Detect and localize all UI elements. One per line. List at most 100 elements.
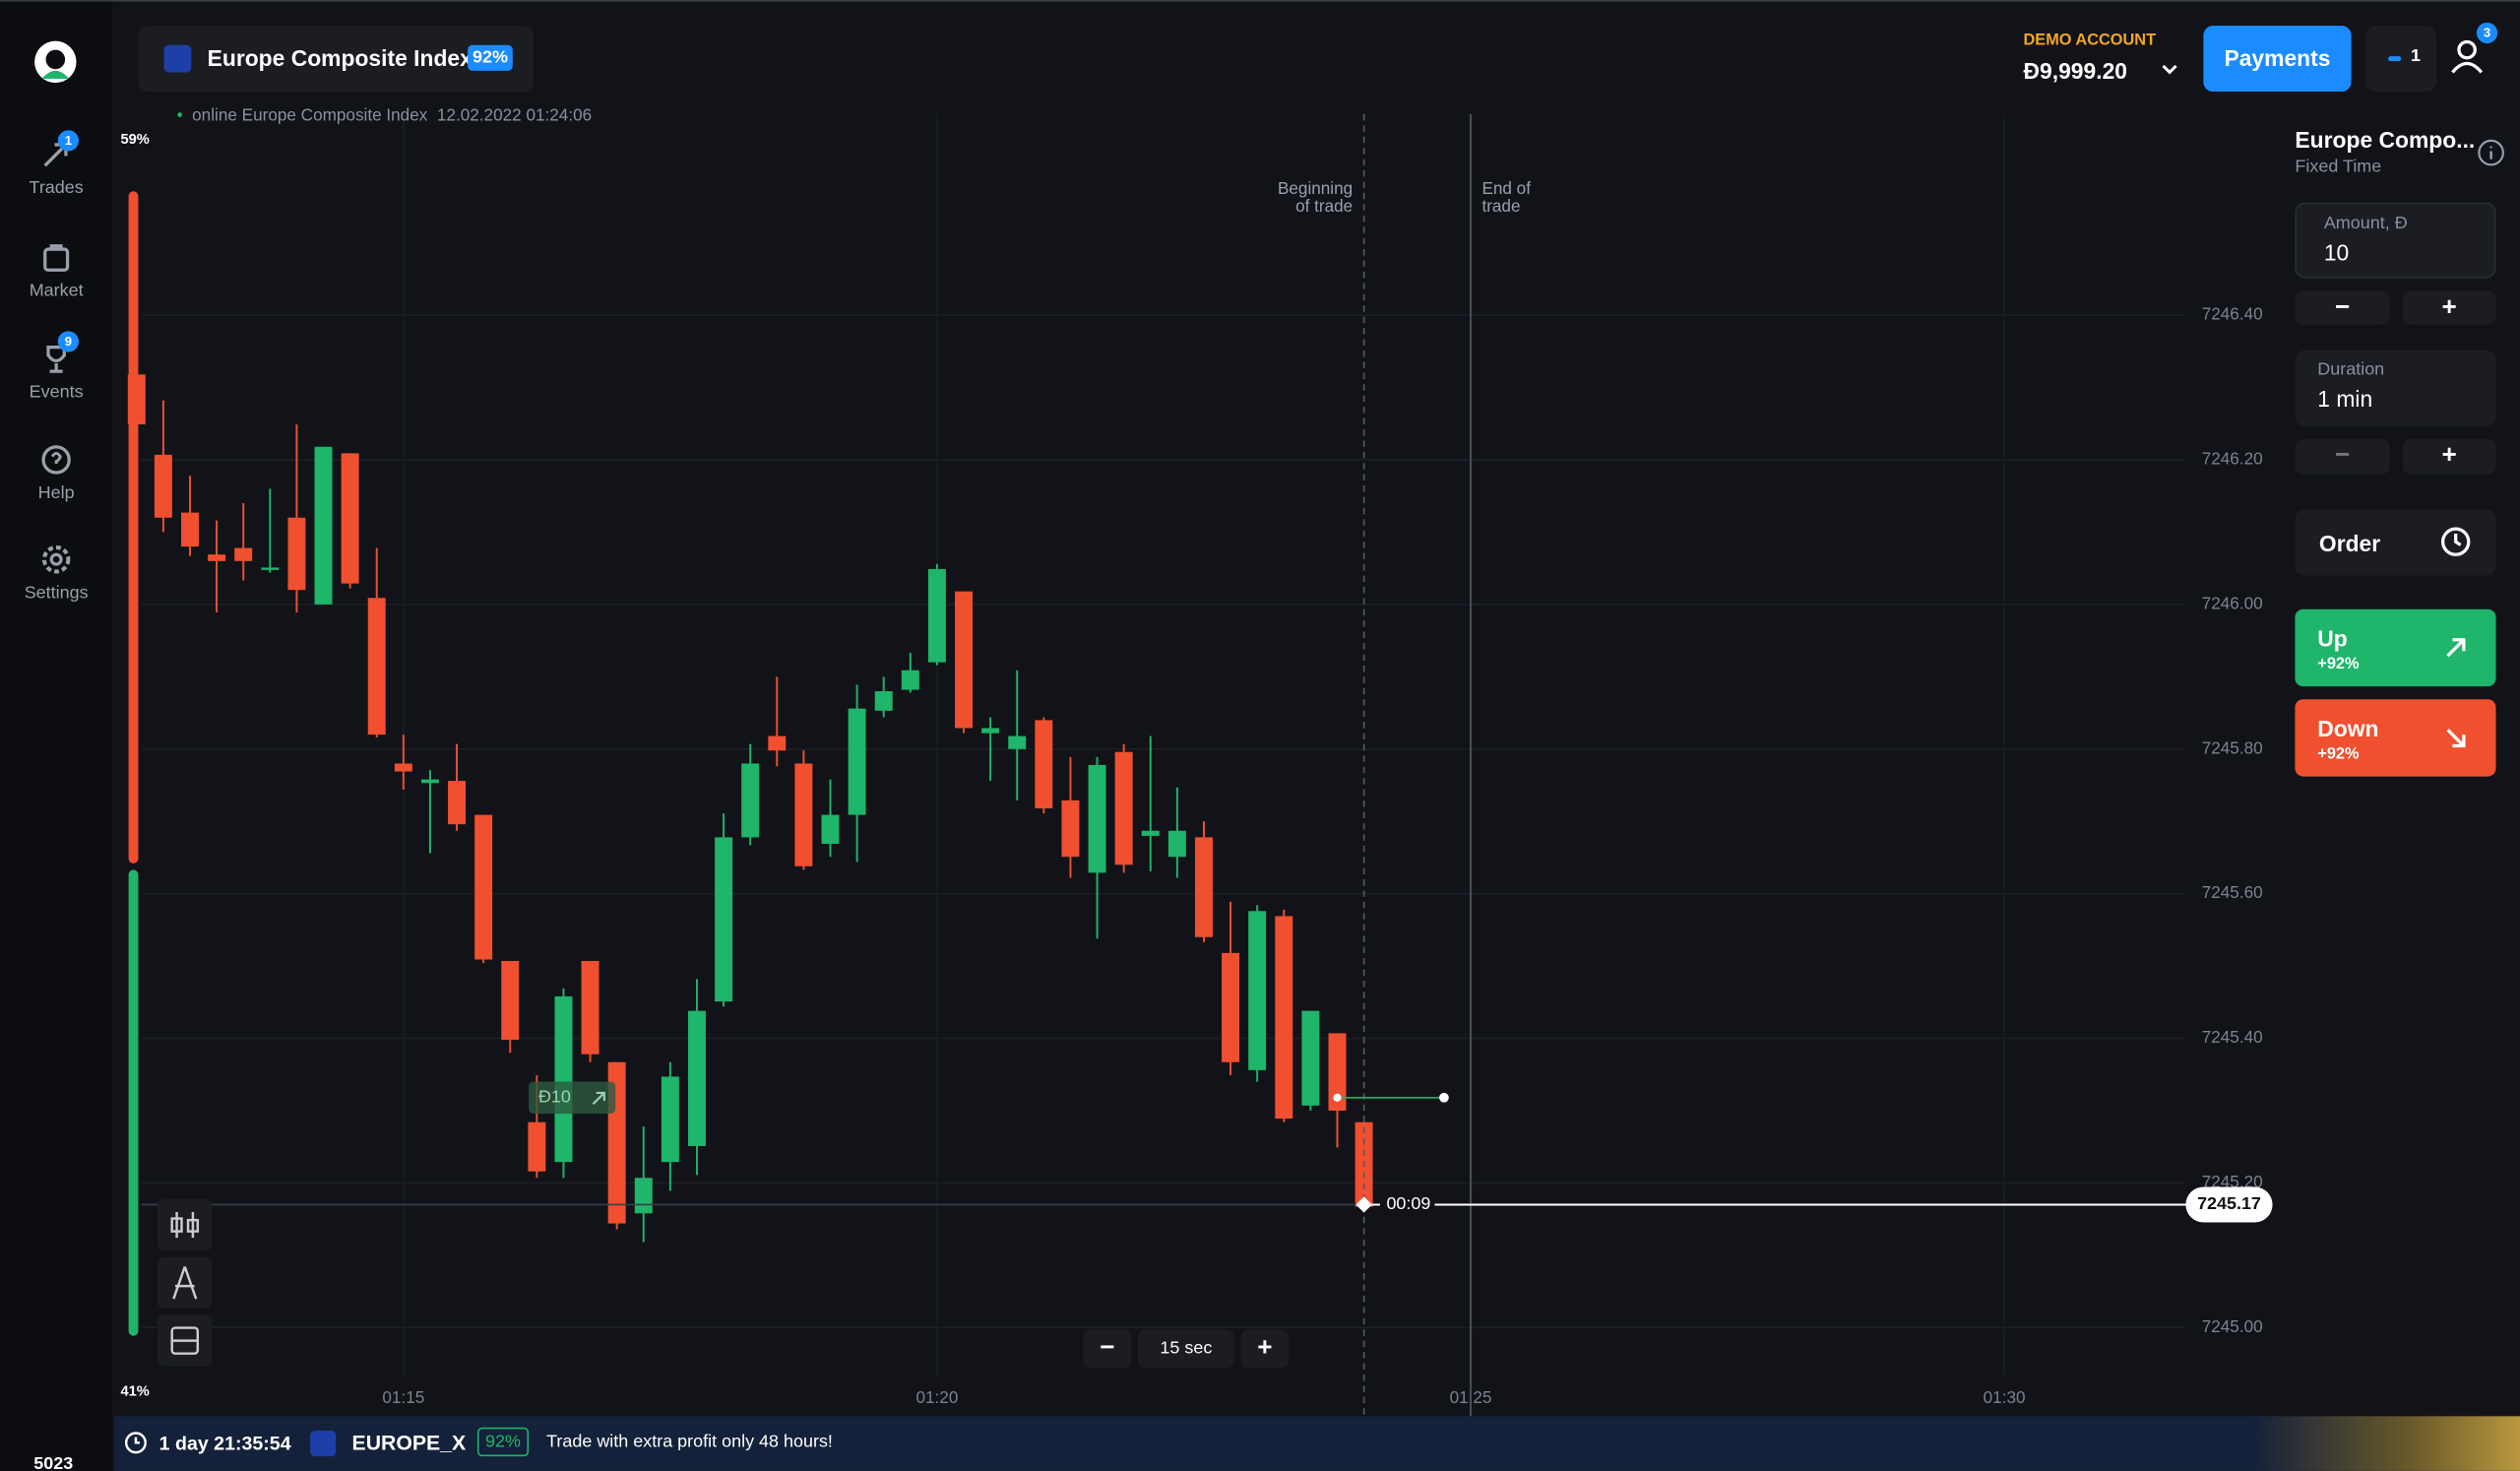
sentiment-label: 59% [120, 132, 149, 148]
up-arrow [2446, 638, 2466, 658]
up-button[interactable]: Up +92% [2295, 608, 2496, 687]
drawing-tool[interactable] [158, 1256, 213, 1309]
nav-market[interactable]: Market [0, 239, 112, 300]
nav-label: Settings [24, 583, 89, 604]
asset-name: Europe Composite Index [207, 44, 472, 71]
duration-minus[interactable]: − [2295, 438, 2390, 475]
nav-trades[interactable]: Trades 1 [0, 130, 112, 198]
candle-body [554, 995, 573, 1163]
amount-label: Amount, Đ [2323, 214, 2408, 233]
nav-help[interactable]: Help [0, 442, 112, 503]
user-id: 5023 [33, 1454, 74, 1471]
amount-value: 10 [2323, 239, 2350, 266]
y-tick-label: 7246.00 [2202, 593, 2263, 612]
trade-dot [1333, 1093, 1342, 1102]
candle-body [234, 547, 253, 561]
trade-dot [1439, 1092, 1449, 1103]
candle-body [768, 736, 787, 751]
chart-tools [158, 1198, 213, 1370]
amount-minus[interactable]: − [2295, 290, 2390, 325]
zoom-in[interactable]: + [1240, 1329, 1290, 1369]
sidebar: Trades 1 Market Events 9 Help Settings 502… [0, 1, 113, 1471]
candle-body [1222, 952, 1240, 1062]
zoom-out[interactable]: − [1083, 1329, 1132, 1369]
candle-body [661, 1076, 679, 1163]
y-tick-label: 7246.40 [2202, 304, 2263, 324]
balance-chevron[interactable] [2159, 59, 2181, 79]
candle-body [394, 763, 412, 772]
promo-symbol: EUROPE_X [351, 1431, 467, 1455]
candle-body [955, 591, 974, 729]
candle-body [287, 517, 306, 591]
nav-settings[interactable]: Settings [0, 542, 112, 603]
duration-plus[interactable]: + [2402, 438, 2496, 475]
order-button[interactable]: Order [2295, 509, 2496, 576]
candle-body [1248, 911, 1267, 1070]
candle-body [1275, 916, 1293, 1119]
countdown: 00:09 [1386, 1193, 1430, 1213]
y-tick-label: 7245.00 [2202, 1316, 2263, 1336]
candle-body [261, 567, 280, 570]
open-trades-icon [2388, 56, 2402, 62]
candle-body [1141, 830, 1160, 836]
candle-body [181, 512, 199, 547]
indicator-tool[interactable] [158, 1314, 213, 1367]
profile-icon[interactable] [2449, 38, 2485, 74]
candle-body [1114, 751, 1133, 865]
timer-icon [124, 1432, 147, 1454]
current-price-label: 7245.17 [2197, 1193, 2261, 1213]
candle-body [1194, 837, 1213, 937]
trade-window-label: Beginning [1278, 178, 1353, 198]
logo[interactable] [33, 40, 77, 84]
duration-field[interactable]: Duration 1 min [2295, 350, 2496, 426]
trade-window-label: of trade [1295, 196, 1353, 216]
promo-timer: 1 day 21:35:54 [158, 1432, 291, 1455]
candle-body [741, 763, 760, 838]
x-tick-label: 01:15 [382, 1387, 424, 1407]
candle-body [634, 1178, 653, 1214]
chart-type-tool[interactable] [158, 1198, 213, 1251]
down-button[interactable]: Down +92% [2295, 699, 2496, 777]
open-trades-button[interactable]: 1 [2365, 26, 2437, 93]
candle-body [1088, 764, 1106, 873]
promo-art [2251, 1416, 2520, 1471]
trade-window-label: trade [1481, 196, 1520, 216]
y-tick-label: 7245.20 [2202, 1172, 2263, 1191]
duration-label: Duration [2317, 359, 2385, 380]
promo-text[interactable]: Trade with extra profit only 48 hours! [546, 1432, 833, 1452]
candle-body [420, 779, 439, 784]
nav-label: Market [29, 281, 84, 301]
down-payout: +92% [2317, 745, 2360, 764]
flag-icon [163, 44, 192, 73]
y-tick-label: 7246.20 [2202, 449, 2263, 469]
amount-field[interactable]: Amount, Đ 10 [2295, 202, 2496, 279]
timeframe[interactable]: 15 sec [1137, 1329, 1234, 1369]
amount-plus[interactable]: + [2402, 290, 2496, 325]
asset-selector[interactable]: Europe Composite Index 92% [138, 26, 535, 93]
nav-badge: 1 [57, 130, 79, 152]
sentiment-bar [128, 191, 139, 863]
candle-body [341, 453, 359, 584]
payments-button[interactable]: Payments [2203, 26, 2352, 93]
candle-body [528, 1121, 546, 1172]
candle-body [1061, 799, 1080, 858]
status-text: online Europe Composite Index [192, 105, 428, 126]
candle-body [154, 454, 172, 518]
trade-marker-arrow [592, 1091, 605, 1106]
down-arrow [2446, 729, 2466, 748]
timeframe-control: − 15 sec + [1083, 1329, 1290, 1369]
nav-events[interactable]: Events 9 [0, 331, 112, 402]
account-type: DEMO ACCOUNT [2023, 32, 2157, 50]
promo-bar: 1 day 21:35:54 EUROPE_X 92% Trade with e… [113, 1416, 2520, 1471]
info-icon[interactable] [2477, 138, 2505, 166]
candle-body [448, 781, 467, 825]
nav-badge: 9 [57, 331, 79, 352]
sentiment-label: 41% [120, 1384, 149, 1400]
panel-asset: Europe Compo... [2295, 126, 2476, 154]
candle-body [1008, 736, 1027, 749]
account-balance[interactable]: Đ9,999.20 [2023, 57, 2127, 84]
up-payout: +92% [2317, 656, 2360, 674]
candle-body [927, 568, 946, 663]
trade-marker-label: Đ10 [538, 1087, 571, 1107]
